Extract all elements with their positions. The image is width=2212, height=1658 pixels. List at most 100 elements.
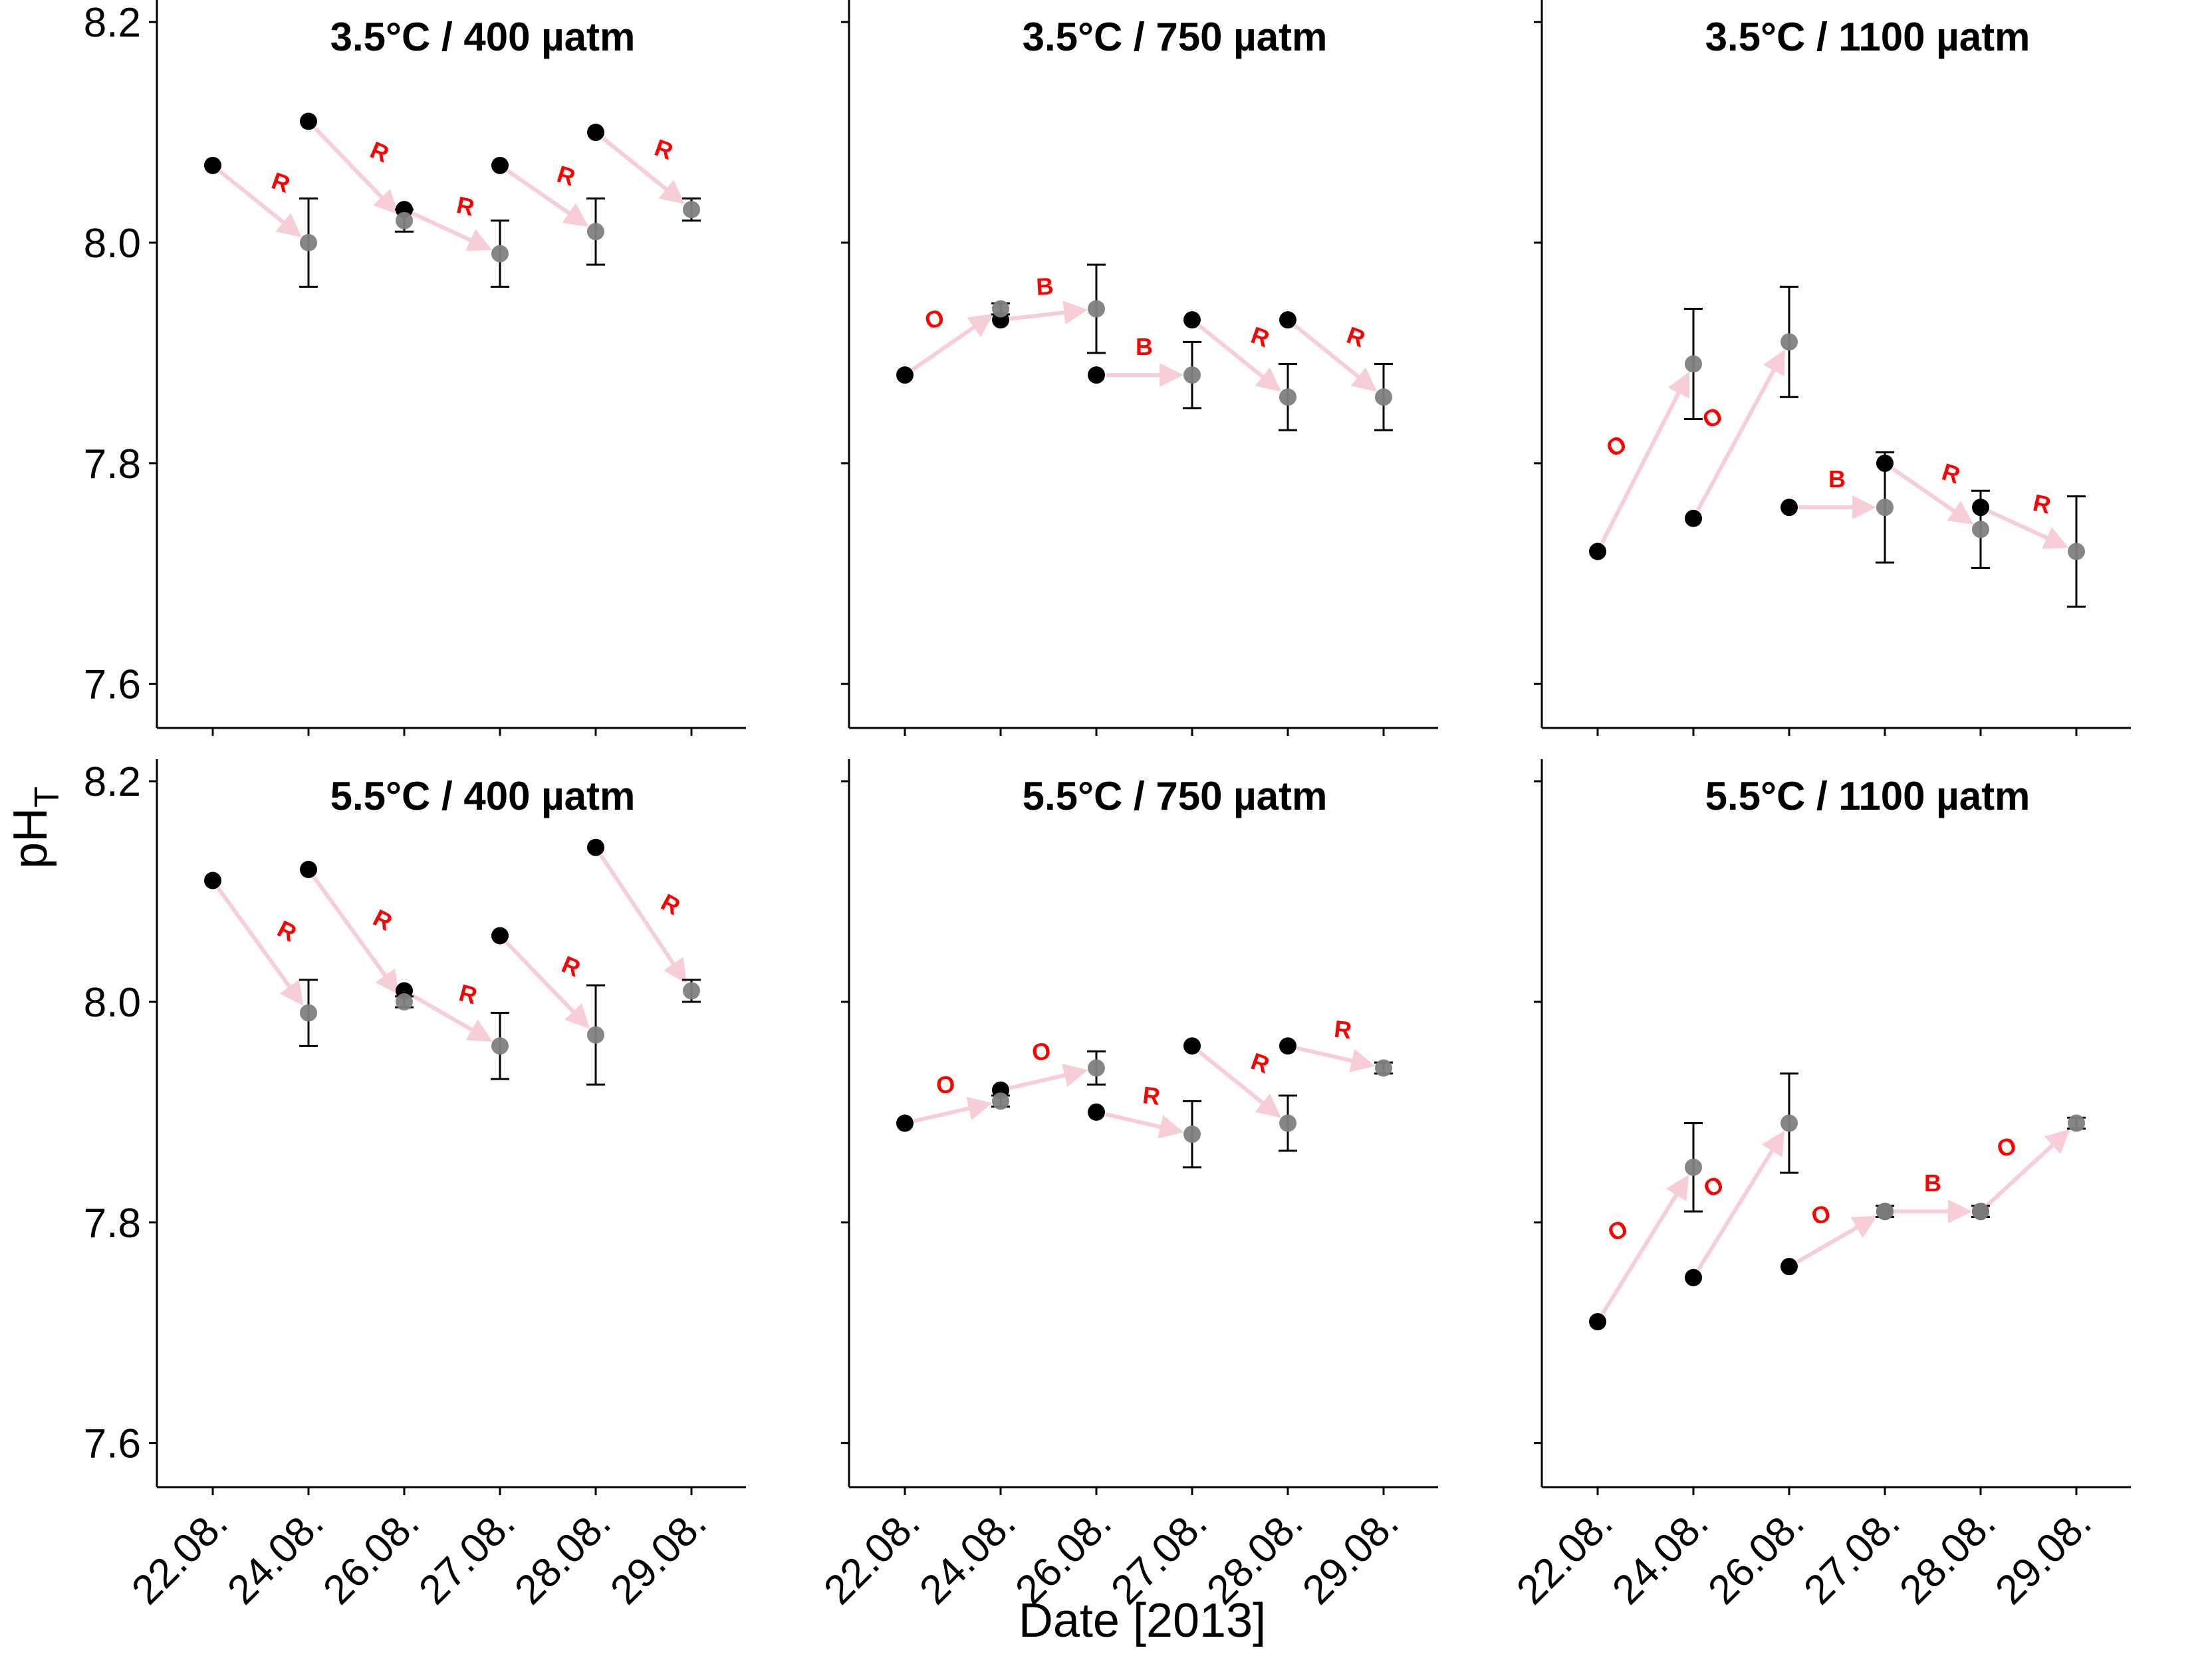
transition-label: R xyxy=(1247,1047,1273,1078)
start-point xyxy=(1183,311,1201,329)
mean-point xyxy=(1781,1114,1798,1132)
transition-label: O xyxy=(1697,401,1727,434)
y-tick-label: 8.2 xyxy=(84,759,141,805)
x-axis-title: Date [2013] xyxy=(1019,1594,1266,1647)
transition-label: O xyxy=(1603,1214,1632,1246)
mean-point xyxy=(587,1026,604,1044)
transition-arrow xyxy=(412,211,493,251)
mean-point xyxy=(1876,499,1894,517)
mean-point xyxy=(1685,1158,1702,1176)
transition-arrow xyxy=(1009,1064,1088,1090)
mean-point xyxy=(1876,1203,1894,1221)
mean-point xyxy=(1781,333,1798,351)
panel-title: 3.5°C / 400 µatm xyxy=(330,15,636,59)
mean-point xyxy=(1088,300,1105,318)
y-tick-label: 7.6 xyxy=(84,1421,141,1467)
y-tick-label: 7.8 xyxy=(84,441,141,487)
start-point xyxy=(896,366,914,384)
transition-label: R xyxy=(369,904,397,936)
start-point xyxy=(1589,1313,1606,1331)
transition-label: O xyxy=(1031,1037,1052,1066)
mean-point xyxy=(300,234,317,251)
mean-point xyxy=(1279,388,1296,406)
transition-label: R xyxy=(1939,458,1963,489)
transition-arrow xyxy=(599,854,687,984)
start-point xyxy=(1781,1258,1798,1276)
x-tick-label: 27.08. xyxy=(410,1500,524,1613)
mean-point xyxy=(587,223,604,241)
transition-arrow xyxy=(1988,509,2069,549)
start-point xyxy=(491,156,509,174)
transition-label: O xyxy=(1699,1170,1728,1203)
mean-point xyxy=(1375,1059,1392,1077)
panel-4: 7.6 7.8 8.0 8.2 22.08.24.08.26.08.27.08.28.0… xyxy=(84,759,746,1613)
panels-layer: 7.6 7.8 8.0 8.2 3.5°C / 400 µatm R R R R R 3.5°C /… xyxy=(84,0,2131,1613)
mean-point xyxy=(1972,521,1989,538)
mean-point xyxy=(1183,366,1201,384)
transition-arrow xyxy=(506,169,589,227)
x-tick-label: 26.08. xyxy=(314,1500,428,1613)
transition-label: R xyxy=(2030,489,2053,519)
x-tick-label: 22.08. xyxy=(123,1500,237,1613)
panel-1: 7.6 7.8 8.0 8.2 3.5°C / 400 µatm R R R R R xyxy=(84,0,746,736)
transition-arrow xyxy=(913,1096,993,1124)
transition-arrow xyxy=(911,313,994,372)
x-tick-label: 24.08. xyxy=(1604,1500,1717,1613)
transition-arrow xyxy=(1294,324,1377,392)
transition-arrow xyxy=(219,170,302,237)
transition-arrow xyxy=(313,126,398,215)
start-point xyxy=(300,860,317,878)
transition-arrow xyxy=(411,993,493,1042)
transition-label: B xyxy=(1828,465,1846,493)
transition-arrow xyxy=(1009,300,1088,325)
start-point xyxy=(1279,311,1296,329)
start-point xyxy=(1279,1037,1296,1055)
panel-2: 3.5°C / 750 µatm O B B R R xyxy=(841,0,1438,736)
x-tick-label: 22.08. xyxy=(815,1500,929,1613)
mean-point xyxy=(683,201,700,219)
start-point xyxy=(1183,1037,1201,1055)
mean-point xyxy=(992,1092,1009,1110)
transition-label: R xyxy=(454,191,477,221)
start-point xyxy=(204,156,221,174)
x-tick-label: 29.08. xyxy=(602,1500,715,1613)
transition-label: B xyxy=(1136,333,1153,360)
panel-title: 5.5°C / 400 µatm xyxy=(330,774,636,818)
transition-label: R xyxy=(268,167,293,198)
mean-point xyxy=(1088,1059,1105,1077)
transition-label: R xyxy=(657,888,685,920)
y-tick-label: 8.2 xyxy=(84,0,141,46)
start-point xyxy=(587,124,604,142)
transition-label: B xyxy=(1924,1169,1941,1197)
mean-point xyxy=(396,993,413,1010)
mean-point xyxy=(1685,355,1702,373)
mean-point xyxy=(491,1037,509,1055)
transition-label: R xyxy=(558,951,584,983)
x-tick-label: 29.08. xyxy=(1294,1500,1408,1613)
transition-arrow xyxy=(1696,1130,1785,1271)
transition-label: O xyxy=(1808,1199,1834,1231)
panel-title: 5.5°C / 1100 µatm xyxy=(1705,774,2030,818)
y-tick-label: 7.6 xyxy=(84,662,141,708)
transition-arrow xyxy=(1296,1046,1376,1073)
start-point xyxy=(1685,1268,1702,1286)
start-point xyxy=(1876,454,1894,472)
mean-point xyxy=(683,982,700,1000)
y-tick-label: 8.0 xyxy=(84,980,141,1026)
mean-point xyxy=(1183,1125,1201,1143)
panel-6: 22.08.24.08.26.08.27.08.28.08.29.08. 5.5°… xyxy=(1508,759,2131,1613)
transition-label: O xyxy=(935,1070,956,1100)
transition-label: R xyxy=(1333,1015,1353,1044)
transition-arrow xyxy=(1600,372,1690,544)
x-tick-label: 24.08. xyxy=(911,1500,1025,1613)
mean-point xyxy=(2068,1114,2085,1132)
mean-point xyxy=(1375,388,1392,406)
start-point xyxy=(300,112,317,130)
transition-label: R xyxy=(1142,1081,1162,1110)
mean-point xyxy=(1972,1203,1989,1221)
transition-label: R xyxy=(456,979,480,1009)
mean-point xyxy=(1279,1114,1296,1132)
transition-arrow xyxy=(602,136,685,205)
